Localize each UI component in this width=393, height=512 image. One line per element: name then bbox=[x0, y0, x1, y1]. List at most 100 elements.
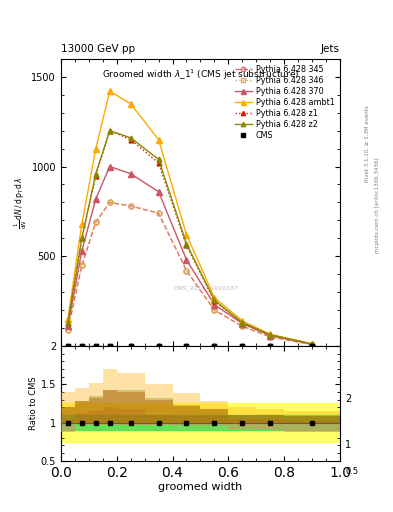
Pythia 6.428 346 bbox=[268, 334, 273, 340]
Bar bbox=[75, 422, 89, 424]
Bar bbox=[103, 422, 117, 424]
Text: Jets: Jets bbox=[321, 44, 340, 54]
Bar bbox=[256, 415, 284, 422]
Pythia 6.428 345 bbox=[268, 334, 273, 340]
Pythia 6.428 370 bbox=[184, 257, 189, 263]
Bar bbox=[75, 413, 89, 422]
Pythia 6.428 z2 bbox=[128, 135, 133, 141]
Bar bbox=[117, 409, 145, 422]
Pythia 6.428 345 bbox=[310, 342, 314, 348]
Bar bbox=[61, 422, 75, 432]
Text: mcplots.cern.ch [arXiv:1306.3436]: mcplots.cern.ch [arXiv:1306.3436] bbox=[375, 157, 380, 252]
Pythia 6.428 z1 bbox=[310, 341, 314, 347]
Bar bbox=[200, 401, 228, 422]
Pythia 6.428 z1 bbox=[107, 127, 112, 134]
Bar bbox=[200, 416, 228, 422]
Pythia 6.428 345 bbox=[107, 199, 112, 205]
Pythia 6.428 ambt1 bbox=[310, 341, 314, 347]
Pythia 6.428 370 bbox=[128, 170, 133, 177]
Text: 13000 GeV pp: 13000 GeV pp bbox=[61, 44, 135, 54]
Text: 2: 2 bbox=[345, 394, 351, 404]
Pythia 6.428 346 bbox=[212, 307, 217, 313]
Line: Pythia 6.428 370: Pythia 6.428 370 bbox=[65, 164, 315, 347]
Bar bbox=[145, 422, 173, 425]
Y-axis label: $\frac{1}{\mathrm{d}N}\,\mathrm{d}N\,/\,\mathrm{d}\,\mathrm{p_T}\,\mathrm{d}\,\l: $\frac{1}{\mathrm{d}N}\,\mathrm{d}N\,/\,… bbox=[13, 176, 29, 229]
Line: Pythia 6.428 z2: Pythia 6.428 z2 bbox=[66, 128, 314, 347]
Pythia 6.428 ambt1 bbox=[184, 231, 189, 238]
Line: Pythia 6.428 345: Pythia 6.428 345 bbox=[66, 200, 314, 347]
Pythia 6.428 370 bbox=[79, 248, 84, 254]
Pythia 6.428 z1 bbox=[212, 298, 217, 304]
Text: Groomed width $\lambda\_1^1$ (CMS jet substructure): Groomed width $\lambda\_1^1$ (CMS jet su… bbox=[102, 68, 299, 82]
Bar bbox=[61, 415, 340, 430]
Pythia 6.428 ambt1 bbox=[240, 318, 244, 324]
Text: 0.5: 0.5 bbox=[345, 466, 358, 476]
Bar bbox=[103, 390, 117, 422]
Pythia 6.428 z1 bbox=[79, 235, 84, 241]
Bar bbox=[61, 422, 75, 432]
Pythia 6.428 z1 bbox=[156, 160, 161, 166]
Bar bbox=[228, 422, 256, 429]
Bar bbox=[89, 422, 103, 425]
Bar bbox=[228, 415, 256, 422]
Bar bbox=[173, 422, 200, 426]
Pythia 6.428 z2 bbox=[66, 319, 70, 326]
Pythia 6.428 370 bbox=[212, 302, 217, 308]
Pythia 6.428 z2 bbox=[107, 127, 112, 134]
Pythia 6.428 346 bbox=[184, 268, 189, 274]
Bar bbox=[89, 411, 103, 422]
Bar bbox=[61, 419, 75, 422]
Pythia 6.428 z1 bbox=[66, 319, 70, 326]
Bar bbox=[103, 422, 117, 424]
Pythia 6.428 z2 bbox=[240, 319, 244, 326]
Bar bbox=[284, 411, 340, 422]
Pythia 6.428 z1 bbox=[184, 242, 189, 248]
Bar bbox=[117, 390, 145, 422]
Text: 1: 1 bbox=[345, 440, 351, 451]
Pythia 6.428 370 bbox=[107, 163, 112, 169]
Bar bbox=[103, 390, 117, 422]
Pythia 6.428 z2 bbox=[79, 235, 84, 241]
Bar bbox=[228, 422, 256, 429]
Bar bbox=[145, 398, 173, 422]
Pythia 6.428 z2 bbox=[268, 332, 273, 338]
Pythia 6.428 z2 bbox=[212, 297, 217, 303]
Pythia 6.428 346 bbox=[310, 342, 314, 348]
Bar bbox=[228, 419, 256, 422]
X-axis label: groomed width: groomed width bbox=[158, 482, 242, 493]
Bar bbox=[89, 396, 103, 422]
Bar bbox=[117, 392, 145, 422]
Bar bbox=[117, 373, 145, 422]
Pythia 6.428 346 bbox=[156, 210, 161, 216]
Bar bbox=[256, 409, 284, 422]
Bar bbox=[200, 409, 228, 422]
Bar bbox=[284, 421, 340, 422]
Bar bbox=[284, 422, 340, 432]
Bar bbox=[256, 422, 284, 430]
Pythia 6.428 346 bbox=[94, 219, 98, 225]
Bar bbox=[284, 422, 340, 432]
Line: Pythia 6.428 z1: Pythia 6.428 z1 bbox=[66, 128, 314, 347]
Bar bbox=[284, 416, 340, 422]
Bar bbox=[228, 415, 256, 422]
Bar bbox=[200, 422, 228, 426]
Legend: Pythia 6.428 345, Pythia 6.428 346, Pythia 6.428 370, Pythia 6.428 ambt1, Pythia: Pythia 6.428 345, Pythia 6.428 346, Pyth… bbox=[233, 63, 336, 141]
Pythia 6.428 345 bbox=[240, 323, 244, 329]
Pythia 6.428 ambt1 bbox=[107, 88, 112, 94]
Line: Pythia 6.428 ambt1: Pythia 6.428 ambt1 bbox=[65, 89, 315, 347]
Pythia 6.428 370 bbox=[156, 188, 161, 195]
Bar bbox=[61, 392, 75, 422]
Pythia 6.428 346 bbox=[107, 199, 112, 205]
Pythia 6.428 z2 bbox=[310, 341, 314, 347]
Bar bbox=[75, 401, 89, 422]
Bar bbox=[75, 388, 89, 422]
Pythia 6.428 345 bbox=[184, 268, 189, 274]
Pythia 6.428 346 bbox=[128, 203, 133, 209]
Bar bbox=[145, 415, 173, 422]
Bar bbox=[117, 422, 145, 425]
Pythia 6.428 346 bbox=[240, 323, 244, 329]
Bar bbox=[103, 369, 117, 422]
Pythia 6.428 ambt1 bbox=[79, 221, 84, 227]
Pythia 6.428 345 bbox=[212, 307, 217, 313]
Pythia 6.428 345 bbox=[66, 327, 70, 333]
